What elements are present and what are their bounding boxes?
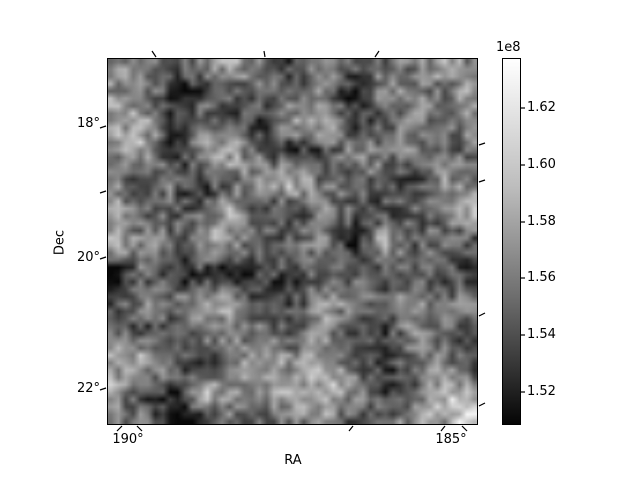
colorbar-tick-label: 1.62 [527,100,556,115]
x-tick-label-190: 190° [112,432,144,447]
colorbar-tick-label: 1.60 [527,157,556,172]
colorbar-tick-label: 1.54 [527,327,556,342]
colorbar-tick-label: 1.58 [527,214,556,229]
colorbar-tick-label: 1.52 [527,384,556,399]
y-tick-label-20: 20° [76,250,100,265]
x-tick-label-185: 185° [435,432,467,447]
x-axis-label: RA [284,453,302,468]
y-tick-label-18: 18° [76,116,100,131]
colorbar-gradient [502,58,521,425]
colorbar-tick-label: 1.56 [527,270,556,285]
y-tick-label-22: 22° [76,381,100,396]
heatmap-image [107,58,478,425]
y-axis-label: Dec [52,229,68,256]
colorbar-offset-label: 1e8 [496,40,521,55]
